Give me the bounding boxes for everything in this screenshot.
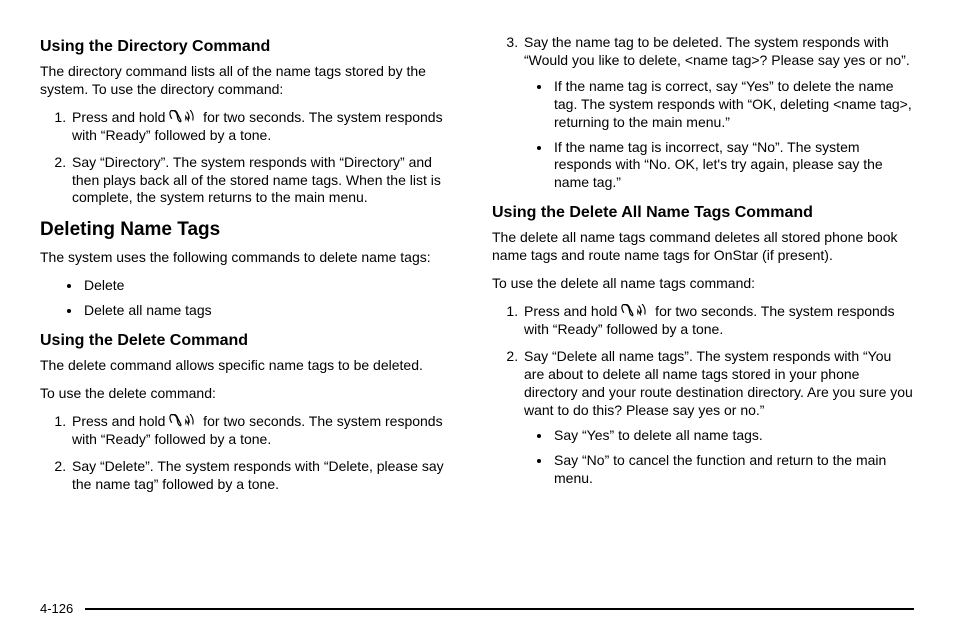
left-column: Using the Directory Command The director… xyxy=(40,34,462,506)
bullet-delete-all: Delete all name tags xyxy=(82,302,462,320)
delete-cmd-intro: The delete command allows specific name … xyxy=(40,357,462,375)
sub-no: If the name tag is incorrect, say “No”. … xyxy=(552,139,914,193)
heading-deleting: Deleting Name Tags xyxy=(40,219,462,241)
page-number: 4-126 xyxy=(40,601,73,616)
text: Say the name tag to be deleted. The syst… xyxy=(524,34,910,68)
text: Say “Delete all name tags”. The system r… xyxy=(524,348,913,418)
bullet-delete: Delete xyxy=(82,277,462,295)
delete-cmd-step-1: Press and hold for two seconds. The syst… xyxy=(70,413,462,449)
heading-delete-all: Using the Delete All Name Tags Command xyxy=(492,204,914,222)
deleting-intro: The system uses the following commands t… xyxy=(40,249,462,267)
footer-rule xyxy=(85,608,914,610)
directory-step-1: Press and hold for two seconds. The syst… xyxy=(70,109,462,145)
heading-directory: Using the Directory Command xyxy=(40,38,462,56)
text: Press and hold xyxy=(72,109,169,125)
delete-all-step-2: Say “Delete all name tags”. The system r… xyxy=(522,348,914,488)
text: Press and hold xyxy=(524,303,621,319)
delete-cmd-step-2: Say “Delete”. The system responds with “… xyxy=(70,458,462,494)
phone-voice-icon xyxy=(169,110,199,124)
delete-cmd-step-3: Say the name tag to be deleted. The syst… xyxy=(522,34,914,192)
sub-yes: If the name tag is correct, say “Yes” to… xyxy=(552,78,914,132)
directory-steps: Press and hold for two seconds. The syst… xyxy=(40,109,462,208)
right-column: Say the name tag to be deleted. The syst… xyxy=(492,34,914,506)
delete-cmd-use: To use the delete command: xyxy=(40,385,462,403)
sub-no-all: Say “No” to cancel the function and retu… xyxy=(552,452,914,488)
delete-cmd-steps-cont: Say the name tag to be deleted. The syst… xyxy=(492,34,914,192)
directory-step-2: Say “Directory”. The system responds wit… xyxy=(70,154,462,208)
sub-yes-all: Say “Yes” to delete all name tags. xyxy=(552,427,914,445)
phone-voice-icon xyxy=(169,414,199,428)
delete-all-sub: Say “Yes” to delete all name tags. Say “… xyxy=(524,427,914,488)
delete-all-intro: The delete all name tags command deletes… xyxy=(492,229,914,265)
delete-cmd-steps: Press and hold for two seconds. The syst… xyxy=(40,413,462,494)
delete-all-step-1: Press and hold for two seconds. The syst… xyxy=(522,303,914,339)
delete-all-steps: Press and hold for two seconds. The syst… xyxy=(492,303,914,488)
text: Press and hold xyxy=(72,413,169,429)
phone-voice-icon xyxy=(621,304,651,318)
directory-intro: The directory command lists all of the n… xyxy=(40,63,462,99)
page-body: Using the Directory Command The director… xyxy=(0,0,954,506)
page-footer: 4-126 xyxy=(40,601,914,616)
delete-cmd-sub: If the name tag is correct, say “Yes” to… xyxy=(524,78,914,192)
heading-delete-cmd: Using the Delete Command xyxy=(40,332,462,350)
delete-all-use: To use the delete all name tags command: xyxy=(492,275,914,293)
deleting-bullets: Delete Delete all name tags xyxy=(40,277,462,320)
